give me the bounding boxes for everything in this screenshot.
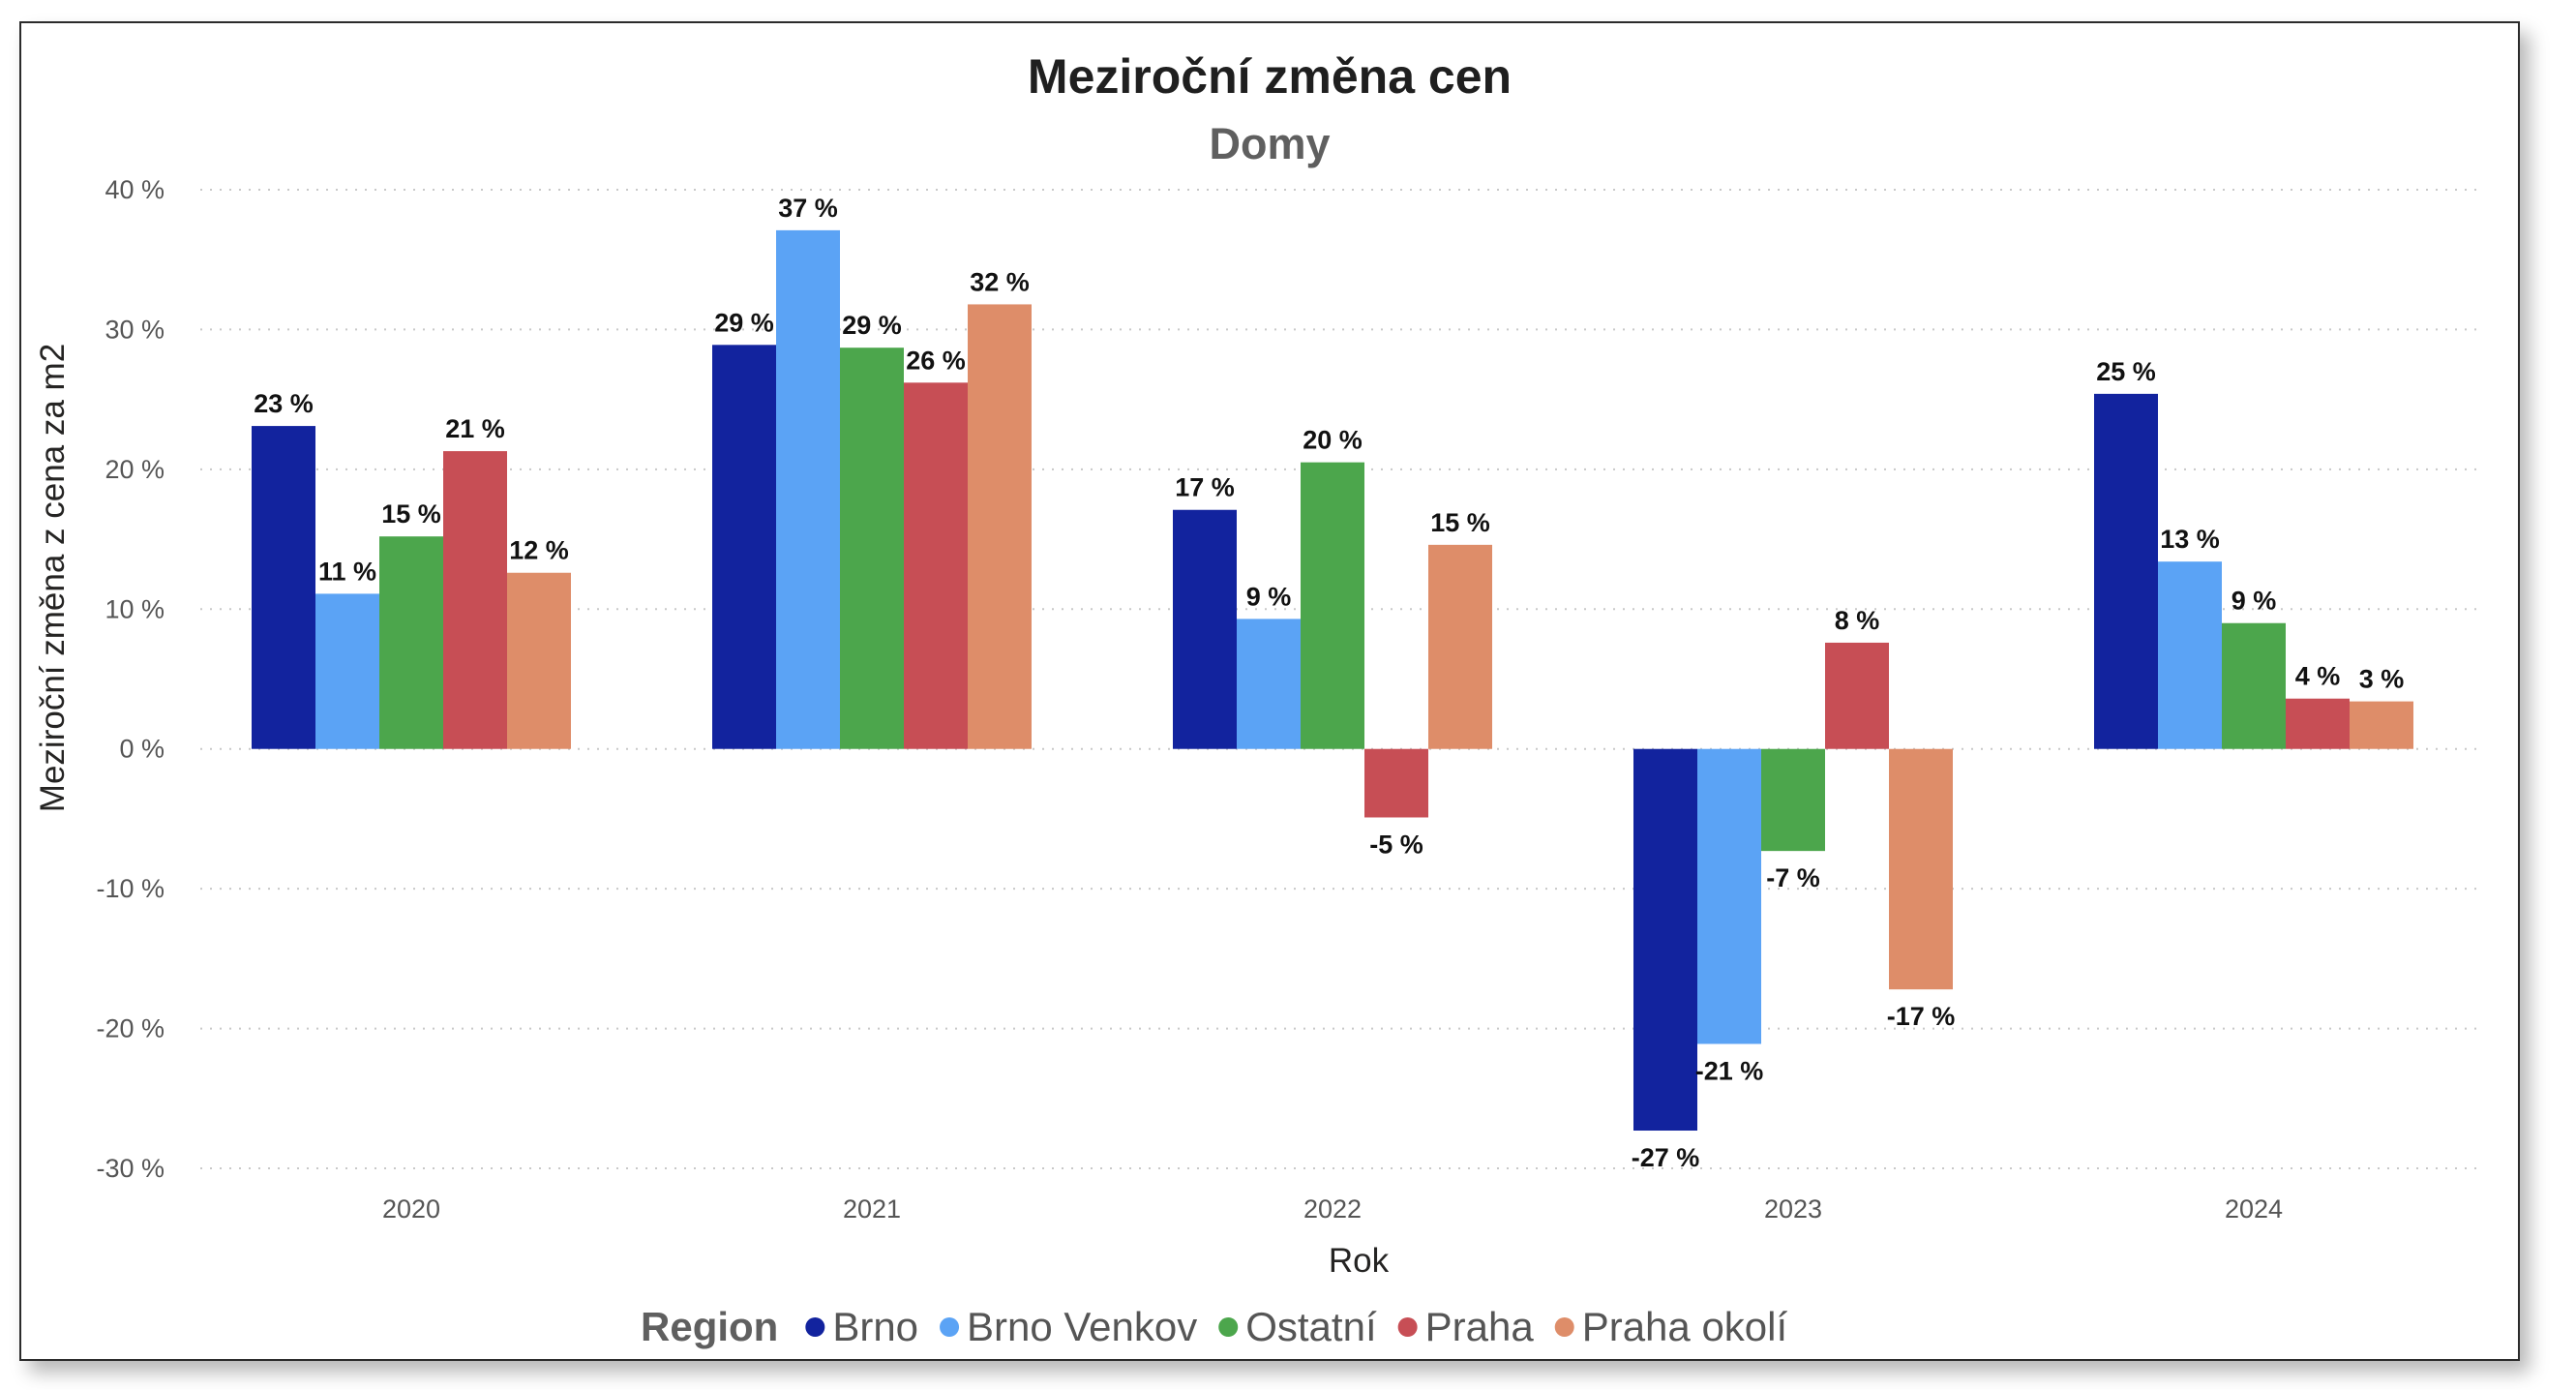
bar	[1301, 462, 1364, 749]
legend: Region Brno Brno Venkov Ostatní Praha Praha …	[641, 1304, 1787, 1349]
bar	[2350, 701, 2413, 749]
legend-entry: Brno	[832, 1304, 918, 1349]
data-label: 37 %	[778, 194, 838, 223]
bar	[840, 348, 904, 749]
chart-frame: Meziroční změna cen Domy -30 % -20 % -10 %…	[19, 21, 2520, 1361]
y-tick-label: 30 %	[105, 315, 165, 344]
x-tick-label: 2023	[1764, 1194, 1822, 1224]
legend-entry: Praha	[1425, 1304, 1535, 1349]
data-label: 26 %	[906, 346, 966, 375]
bar	[443, 451, 507, 749]
legend-entry: Praha okolí	[1582, 1304, 1788, 1349]
data-label: 4 %	[2295, 662, 2341, 691]
bar	[1825, 642, 1889, 749]
y-tick-label: 0 %	[119, 735, 165, 764]
data-label: 11 %	[318, 557, 376, 586]
data-label: -21 %	[1695, 1056, 1764, 1085]
bar	[1889, 748, 1953, 990]
data-label: -27 %	[1632, 1143, 1700, 1172]
data-label: -5 %	[1369, 830, 1423, 859]
data-label: 3 %	[2359, 665, 2405, 694]
y-tick-label: 20 %	[105, 455, 165, 484]
data-label: 29 %	[714, 308, 774, 337]
data-label: 32 %	[970, 267, 1030, 296]
data-label: 9 %	[1246, 582, 1292, 611]
legend-marker	[1397, 1317, 1418, 1337]
data-labels: 23 %11 %15 %21 %12 %29 %37 %29 %26 %32 %…	[254, 194, 2404, 1172]
y-tick-label: 10 %	[105, 594, 165, 623]
data-label: 13 %	[2160, 525, 2220, 554]
y-tick-label: 40 %	[105, 175, 165, 204]
chart-canvas: Meziroční změna cen Domy -30 % -20 % -10 %…	[34, 49, 2484, 1349]
x-axis-ticks: 2020 2021 2022 2023 2024	[382, 1194, 2283, 1224]
bar	[1364, 748, 1428, 818]
bar	[1633, 748, 1697, 1132]
legend-marker	[940, 1317, 960, 1337]
bar	[2222, 622, 2286, 749]
x-tick-label: 2022	[1303, 1194, 1362, 1224]
bars	[252, 229, 2413, 1132]
x-tick-label: 2024	[2225, 1194, 2283, 1224]
legend-marker	[805, 1317, 825, 1337]
data-label: 20 %	[1303, 426, 1363, 455]
data-label: 17 %	[1175, 473, 1235, 502]
chart-title: Meziroční změna cen	[1028, 49, 1512, 104]
data-label: 25 %	[2096, 357, 2156, 386]
bar	[776, 229, 840, 749]
bar	[252, 426, 315, 749]
data-label: 12 %	[509, 536, 569, 565]
y-axis-ticks: -30 % -20 % -10 % 0 % 10 % 20 % 30 % 40 %	[96, 175, 165, 1183]
x-tick-label: 2020	[382, 1194, 440, 1224]
legend-entry: Ostatní	[1245, 1304, 1377, 1349]
bar	[315, 593, 379, 749]
bar	[968, 304, 1032, 749]
y-tick-label: -30 %	[96, 1154, 165, 1183]
bar	[1761, 748, 1825, 852]
data-label: 21 %	[445, 414, 505, 443]
y-tick-label: -20 %	[96, 1014, 165, 1043]
legend-title: Region	[641, 1304, 778, 1349]
legend-entry: Brno Venkov	[967, 1304, 1197, 1349]
data-label: 8 %	[1835, 606, 1880, 635]
data-label: 15 %	[1430, 508, 1490, 537]
data-label: -7 %	[1766, 863, 1820, 892]
y-axis-title: Meziroční změna z cena za m2	[34, 344, 72, 812]
data-label: -17 %	[1887, 1002, 1956, 1031]
bar	[1697, 748, 1761, 1044]
data-label: 29 %	[842, 311, 902, 340]
bar	[1428, 544, 1492, 749]
bar	[379, 536, 443, 749]
y-tick-label: -10 %	[96, 874, 165, 903]
data-label: 9 %	[2232, 587, 2277, 616]
x-tick-label: 2021	[843, 1194, 901, 1224]
chart-subtitle: Domy	[1209, 119, 1330, 168]
legend-marker	[1554, 1317, 1574, 1337]
bar	[2158, 561, 2222, 749]
bar	[1237, 619, 1301, 749]
data-label: 15 %	[381, 499, 441, 529]
bar	[1173, 509, 1237, 749]
bar	[2094, 393, 2158, 749]
bar	[712, 345, 776, 749]
legend-marker	[1218, 1317, 1239, 1337]
bar	[2286, 698, 2350, 749]
x-axis-title: Rok	[1329, 1242, 1390, 1280]
bar	[507, 572, 571, 749]
data-label: 23 %	[254, 389, 314, 418]
bar	[904, 382, 968, 749]
